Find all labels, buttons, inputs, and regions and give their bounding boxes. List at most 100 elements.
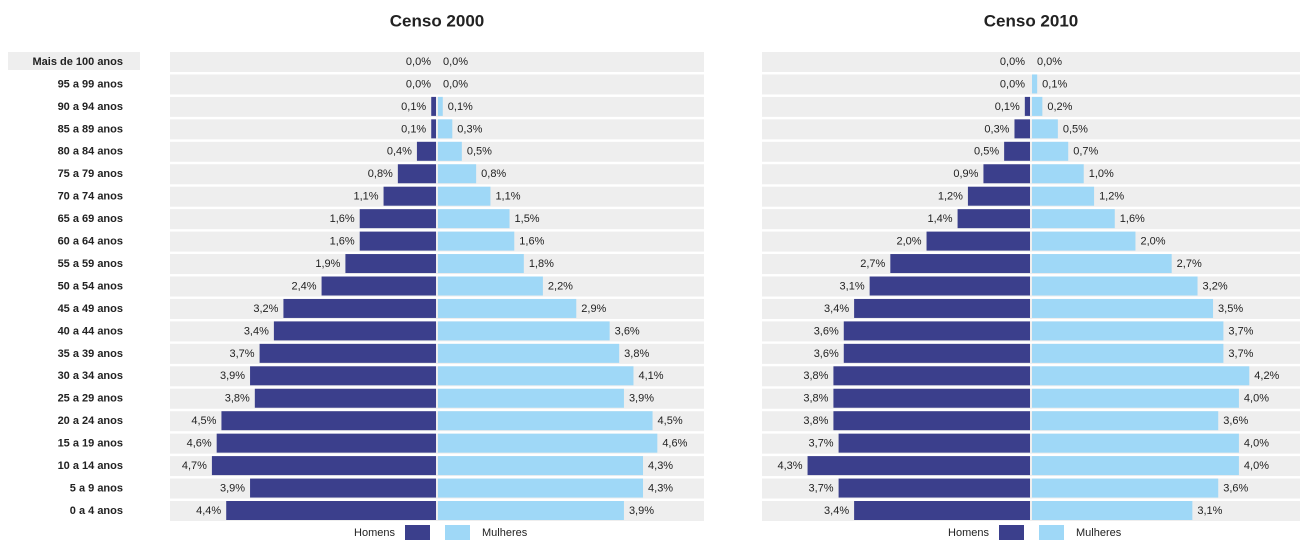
bar <box>259 343 436 363</box>
bar <box>431 96 436 116</box>
value-label: 2,4% <box>291 280 316 292</box>
bar <box>1032 388 1239 408</box>
row-band <box>170 276 704 297</box>
value-label: 4,6% <box>187 438 212 450</box>
value-label: 1,0% <box>1089 168 1114 180</box>
value-label: 3,6% <box>1223 415 1248 427</box>
bar <box>1032 119 1058 139</box>
value-label: 2,2% <box>548 280 573 292</box>
bar <box>438 478 644 498</box>
row-band <box>762 186 1300 207</box>
bar <box>254 388 436 408</box>
value-label: 0,7% <box>1073 146 1098 158</box>
bar <box>273 321 436 341</box>
row-band <box>170 209 704 230</box>
bar <box>359 209 436 229</box>
value-label: 0,0% <box>406 56 431 68</box>
value-label: 3,8% <box>803 393 828 405</box>
value-label: 1,1% <box>495 191 520 203</box>
value-label: 0,3% <box>984 123 1009 135</box>
bar <box>283 298 436 318</box>
value-label: 3,4% <box>824 303 849 315</box>
bar <box>1032 276 1198 296</box>
value-label: 3,4% <box>244 325 269 337</box>
bar <box>1032 343 1224 363</box>
value-label: 3,6% <box>615 325 640 337</box>
value-label: 0,8% <box>368 168 393 180</box>
bar <box>890 254 1030 274</box>
value-label: 3,9% <box>629 505 654 517</box>
bar <box>438 343 620 363</box>
bar <box>957 209 1030 229</box>
category-label: 55 a 59 anos <box>58 258 123 270</box>
bar <box>438 276 543 296</box>
legend-label: Homens <box>948 527 989 539</box>
bar <box>438 209 510 229</box>
row-band <box>762 119 1300 140</box>
bar <box>438 366 634 386</box>
row-band <box>170 52 704 72</box>
legend-swatch <box>1039 525 1064 540</box>
bar <box>1032 164 1084 184</box>
value-label: 0,4% <box>387 146 412 158</box>
value-label: 3,7% <box>1228 348 1253 360</box>
chart-title: Censo 2000 <box>390 11 485 30</box>
bar <box>1032 298 1214 318</box>
value-label: 2,0% <box>896 236 921 248</box>
value-label: 4,3% <box>648 482 673 494</box>
bar <box>1032 186 1095 206</box>
bar <box>1032 141 1069 161</box>
value-label: 0,5% <box>1063 123 1088 135</box>
value-label: 2,7% <box>1177 258 1202 270</box>
bar <box>438 231 515 251</box>
value-label: 3,2% <box>253 303 278 315</box>
bar <box>438 164 477 184</box>
row-band <box>170 119 704 140</box>
value-label: 1,9% <box>315 258 340 270</box>
bar <box>1004 141 1030 161</box>
category-label: 75 a 79 anos <box>58 168 123 180</box>
value-label: 3,8% <box>624 348 649 360</box>
bar <box>226 501 436 520</box>
row-band <box>762 254 1300 275</box>
value-label: 1,6% <box>330 236 355 248</box>
row-band <box>170 254 704 275</box>
bar <box>833 388 1030 408</box>
category-label: 85 a 89 anos <box>58 123 123 135</box>
category-label: 10 a 14 anos <box>58 460 123 472</box>
bar <box>1014 119 1030 139</box>
bar <box>838 478 1030 498</box>
bar <box>438 456 644 476</box>
bar <box>438 119 453 139</box>
category-label: 20 a 24 anos <box>58 415 123 427</box>
value-label: 0,2% <box>1047 101 1072 113</box>
bar <box>843 343 1030 363</box>
value-label: 0,3% <box>457 123 482 135</box>
bar <box>438 433 658 453</box>
value-label: 2,9% <box>581 303 606 315</box>
bar <box>1032 321 1224 341</box>
value-label: 0,0% <box>1037 56 1062 68</box>
row-band <box>170 186 704 207</box>
value-label: 4,5% <box>658 415 683 427</box>
value-label: 0,0% <box>443 78 468 90</box>
category-label: 90 a 94 anos <box>58 101 123 113</box>
bar <box>216 433 436 453</box>
row-band <box>170 141 704 162</box>
bar <box>438 388 624 408</box>
row-band <box>762 231 1300 252</box>
legend-swatch <box>999 525 1024 540</box>
value-label: 3,9% <box>220 370 245 382</box>
category-label: 5 a 9 anos <box>70 482 123 494</box>
bar <box>1032 501 1193 520</box>
value-label: 2,7% <box>860 258 885 270</box>
value-label: 0,5% <box>974 146 999 158</box>
value-label: 1,6% <box>1120 213 1145 225</box>
value-label: 0,0% <box>443 56 468 68</box>
value-label: 0,1% <box>1042 78 1067 90</box>
value-label: 3,6% <box>1223 482 1248 494</box>
category-label: 65 a 69 anos <box>58 213 123 225</box>
value-label: 3,4% <box>824 505 849 517</box>
legend-label: Mulheres <box>1076 527 1122 539</box>
bar <box>1032 411 1219 431</box>
